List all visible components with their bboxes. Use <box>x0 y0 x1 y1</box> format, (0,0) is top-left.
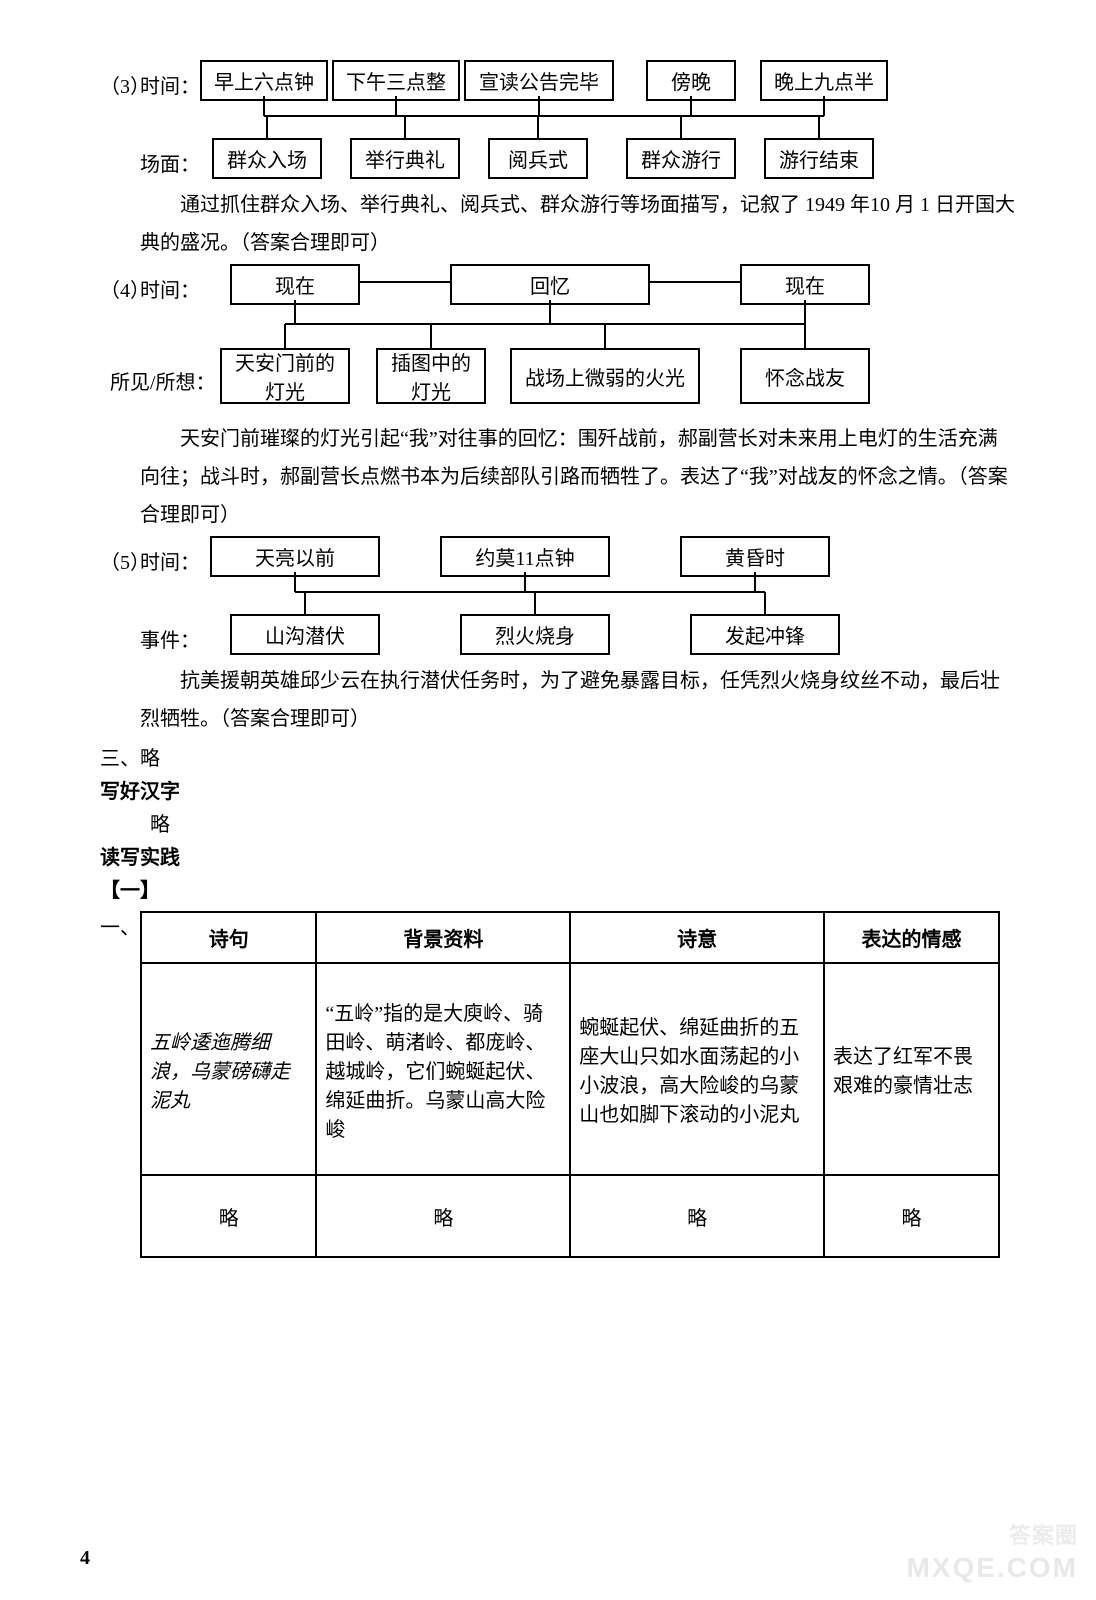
q3-para: 通过抓住群众入场、举行典礼、阅兵式、群众游行等场面描写，记叙了 1949 年10… <box>140 186 1016 262</box>
q5-num: （5） <box>100 540 140 575</box>
q5-time-label: 时间： <box>140 540 200 575</box>
q4-time-label: 时间： <box>140 268 200 303</box>
poem-table: 诗句 背景资料 诗意 表达的情感 五岭逶迤腾细浪，乌蒙磅礴走泥丸 “五岭”指的是… <box>140 911 1000 1258</box>
sec-practice: 读写实践 <box>100 841 1016 870</box>
q5-t1: 约莫11点钟 <box>440 536 610 577</box>
q4-s0: 天安门前的灯光 <box>220 348 350 404</box>
watermark-top: 答案圈 <box>1009 1518 1078 1550</box>
td-12: 略 <box>570 1175 824 1257</box>
watermark-bottom: MXQE.COM <box>906 1552 1078 1584</box>
table-header-row: 诗句 背景资料 诗意 表达的情感 <box>141 912 999 963</box>
q3-s3: 群众游行 <box>626 138 736 179</box>
sec-write: 写好汉字 <box>100 775 1016 804</box>
td-01: “五岭”指的是大庾岭、骑田岭、萌渚岭、都庞岭、越城岭，它们蜿蜒起伏、绵延曲折。乌… <box>316 963 570 1175</box>
diagram-3: （3） 时间： 早上六点钟 下午三点整 宣读公告完毕 傍晚 晚上九点半 场面： … <box>140 60 1016 180</box>
q3-t1: 下午三点整 <box>332 60 460 101</box>
q4-t1: 回忆 <box>450 264 650 305</box>
q4-s3: 怀念战友 <box>740 348 870 404</box>
sec-one-bracket: 【一】 <box>100 874 1016 903</box>
q5-s2: 发起冲锋 <box>690 614 840 655</box>
q4-t2: 现在 <box>740 264 870 305</box>
q4-s2: 战场上微弱的火光 <box>510 348 700 404</box>
q5-t2: 黄昏时 <box>680 536 830 577</box>
td-13: 略 <box>824 1175 999 1257</box>
q5-event-label: 事件： <box>140 618 200 653</box>
q5-s0: 山沟潜伏 <box>230 614 380 655</box>
td-10: 略 <box>141 1175 316 1257</box>
page-number: 4 <box>80 1547 90 1570</box>
q4-seen-label: 所见/所想： <box>110 360 216 395</box>
th-0: 诗句 <box>141 912 316 963</box>
th-1: 背景资料 <box>316 912 570 963</box>
q4-t0: 现在 <box>230 264 360 305</box>
q3-scene-label: 场面： <box>140 142 200 177</box>
q3-t3: 傍晚 <box>646 60 736 101</box>
q5-para: 抗美援朝英雄邱少云在执行潜伏任务时，为了避免暴露目标，任凭烈火烧身纹丝不动，最后… <box>140 662 1016 738</box>
q5-s1: 烈火烧身 <box>460 614 610 655</box>
sec-one: 一、 <box>100 911 140 940</box>
q3-t4: 晚上九点半 <box>760 60 888 101</box>
q3-s4: 游行结束 <box>764 138 874 179</box>
diagram-5: （5） 时间： 天亮以前 约莫11点钟 黄昏时 事件： 山沟潜伏 烈火烧身 发起… <box>140 536 1016 656</box>
q3-t2: 宣读公告完毕 <box>464 60 614 101</box>
sec-three: 三、略 <box>100 742 1016 771</box>
td-11: 略 <box>316 1175 570 1257</box>
th-2: 诗意 <box>570 912 824 963</box>
q4-para: 天安门前璀璨的灯光引起“我”对往事的回忆：围歼战前，郝副营长对未来用上电灯的生活… <box>140 420 1016 534</box>
q3-t0: 早上六点钟 <box>200 60 328 101</box>
sec-lue: 略 <box>100 808 1016 837</box>
td-00: 五岭逶迤腾细浪，乌蒙磅礴走泥丸 <box>141 963 316 1175</box>
th-3: 表达的情感 <box>824 912 999 963</box>
diagram-4: （4） 时间： 现在 回忆 现在 所见/所想： 天安门前的灯光 插图中的灯光 战… <box>140 264 1016 414</box>
q3-num: （3） <box>100 64 140 99</box>
td-02: 蜿蜒起伏、绵延曲折的五座大山只如水面荡起的小小波浪，高大险峻的乌蒙山也如脚下滚动… <box>570 963 824 1175</box>
q4-s1: 插图中的灯光 <box>376 348 486 404</box>
table-row: 五岭逶迤腾细浪，乌蒙磅礴走泥丸 “五岭”指的是大庾岭、骑田岭、萌渚岭、都庞岭、越… <box>141 963 999 1175</box>
q3-s0: 群众入场 <box>212 138 322 179</box>
q3-s2: 阅兵式 <box>488 138 588 179</box>
td-03: 表达了红军不畏艰难的豪情壮志 <box>824 963 999 1175</box>
table-row: 略 略 略 略 <box>141 1175 999 1257</box>
q4-num: （4） <box>100 268 140 303</box>
q3-s1: 举行典礼 <box>350 138 460 179</box>
q3-time-label: 时间： <box>140 64 200 99</box>
q5-t0: 天亮以前 <box>210 536 380 577</box>
